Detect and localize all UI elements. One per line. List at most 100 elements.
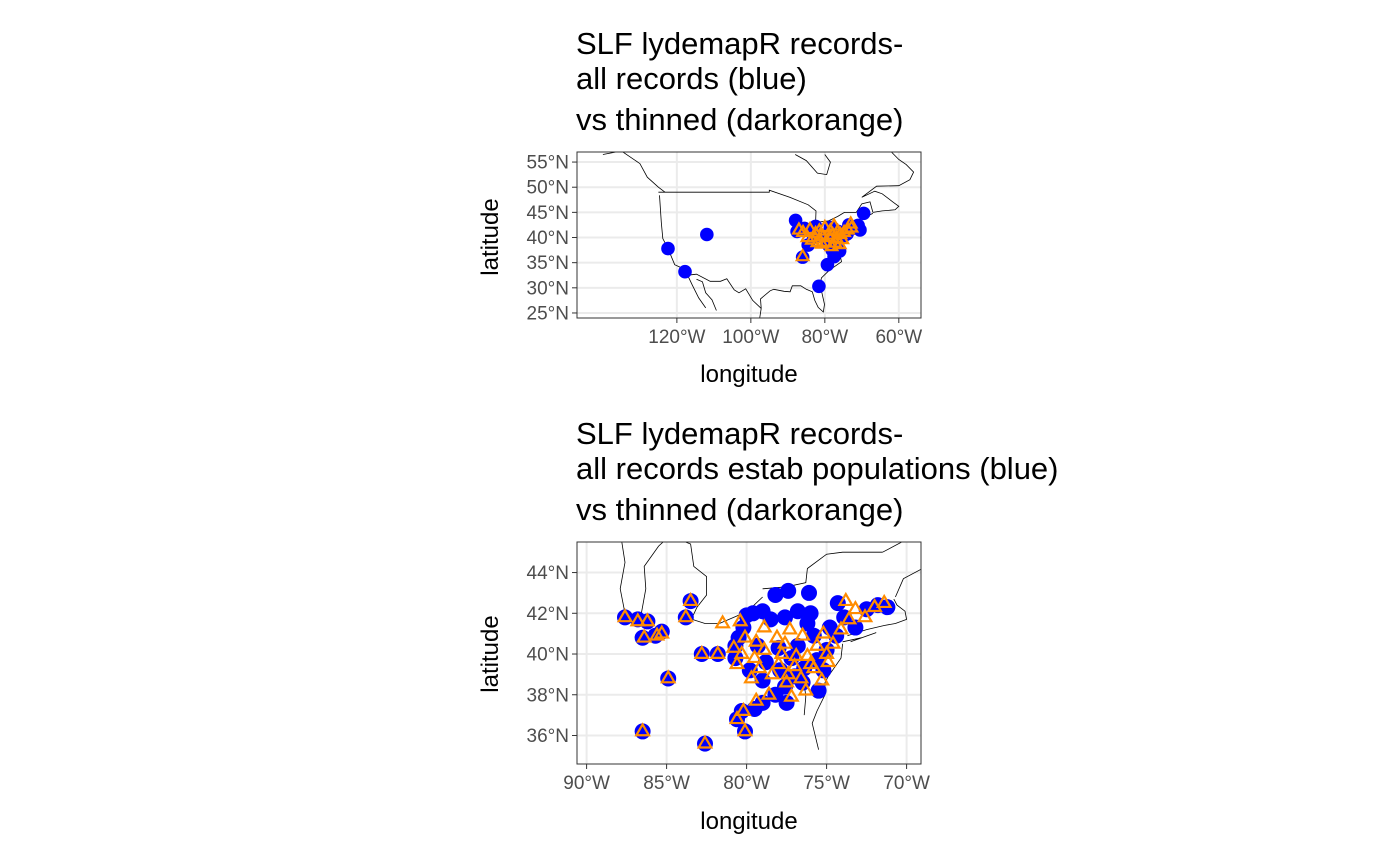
coastline — [847, 598, 908, 637]
x-tick-label: 80°W — [801, 327, 848, 348]
x-tick-label: 75°W — [803, 773, 850, 794]
thinned-point — [794, 626, 811, 641]
thinned-point — [787, 646, 805, 662]
x-tick-label: 80°W — [723, 773, 770, 794]
thinned-point — [755, 618, 773, 633]
x-tick-label: 85°W — [643, 773, 690, 794]
chart-2-title-line-2: all records estab populations (blue) — [576, 451, 1059, 486]
thinned-point — [786, 657, 803, 672]
thinned-point — [830, 222, 846, 237]
all-records-point — [801, 584, 817, 601]
thinned-point — [834, 230, 850, 245]
coastline — [759, 308, 762, 318]
thinned-point — [736, 722, 754, 737]
thinned-point — [768, 628, 786, 643]
coastline — [684, 542, 707, 618]
thinned-point — [773, 644, 791, 659]
all-records-point — [767, 586, 784, 603]
y-tick-label: 30°N — [527, 278, 569, 299]
y-tick-label: 38°N — [527, 685, 569, 706]
y-tick-label: 55°N — [527, 153, 569, 174]
thinned-point — [815, 624, 832, 639]
chart-1-y-axis: 25°N 30°N 35°N 40°N 45°N 50°N 55°N — [527, 153, 577, 324]
coastline — [760, 284, 825, 313]
thinned-point — [736, 628, 754, 643]
thinned-point — [735, 701, 752, 716]
coastline — [842, 632, 877, 643]
thinned-point — [760, 685, 778, 700]
thinned-point — [629, 612, 647, 627]
y-tick-label: 25°N — [527, 303, 569, 324]
thinned-point — [746, 648, 763, 664]
x-tick-label: 60°W — [875, 327, 922, 348]
all-records-point — [856, 206, 871, 221]
thinned-point — [616, 608, 634, 623]
chart-1-title-line-2: all records (blue) — [576, 61, 807, 96]
coastline — [687, 275, 707, 309]
thinned-point — [802, 220, 818, 235]
thinned-point — [837, 591, 855, 607]
thinned-point — [693, 644, 711, 659]
thinned-point — [809, 233, 826, 248]
thinned-point — [814, 235, 830, 249]
coastline — [895, 568, 921, 598]
thinned-point — [743, 669, 760, 684]
chart-2-y-axis: 36°N 38°N 40°N 42°N 44°N — [527, 563, 577, 747]
chart-2-x-axis-title: longitude — [700, 808, 797, 835]
thinned-point — [781, 620, 799, 635]
thinned-point — [875, 593, 893, 609]
thinned-point — [747, 632, 765, 647]
thinned-point — [856, 608, 874, 623]
thinned-point — [653, 624, 671, 639]
x-tick-label: 90°W — [563, 773, 610, 794]
thinned-point — [733, 644, 751, 659]
thinned-point — [677, 608, 695, 623]
thinned-point — [682, 591, 699, 607]
thinned-point — [779, 665, 797, 680]
thinned-point — [639, 612, 656, 627]
all-records-point — [810, 682, 827, 699]
coastline — [696, 278, 717, 311]
chart-1-x-axis-title: longitude — [700, 361, 797, 388]
chart-1-points — [661, 206, 871, 294]
coastline — [602, 152, 666, 193]
y-tick-label: 42°N — [527, 604, 569, 625]
thinned-point — [755, 640, 773, 655]
thinned-point — [802, 655, 819, 670]
y-tick-label: 44°N — [527, 563, 569, 584]
y-tick-label: 45°N — [527, 203, 569, 224]
all-records-point — [789, 637, 806, 654]
y-tick-label: 40°N — [527, 228, 569, 249]
thinned-point — [770, 655, 787, 670]
thinned-point — [840, 610, 858, 625]
all-records-point — [778, 694, 795, 711]
all-records-point — [799, 615, 816, 632]
thinned-point — [709, 644, 727, 659]
coastline — [795, 154, 831, 176]
thinned-point — [792, 669, 810, 684]
thinned-point — [778, 673, 795, 688]
thinned-point — [794, 247, 811, 262]
chart-1-x-axis: 120°W 100°W 80°W 60°W — [648, 318, 922, 348]
chart-1-title-line-3: vs thinned (darkorange) — [576, 102, 903, 137]
thinned-point — [696, 734, 714, 749]
all-records-point — [762, 611, 779, 628]
chart-2-x-axis: 90°W 85°W 80°W 75°W 70°W — [563, 764, 930, 794]
x-tick-label: 70°W — [883, 773, 930, 794]
chart-2-y-axis-title: latitude — [477, 615, 504, 692]
chart-2-title-line-3: vs thinned (darkorange) — [576, 492, 903, 527]
all-records-point — [812, 279, 826, 294]
x-tick-label: 100°W — [722, 327, 779, 348]
thinned-point — [817, 218, 833, 233]
thinned-point — [799, 646, 816, 662]
chart-2-panel-border — [576, 541, 922, 765]
thinned-point — [832, 620, 850, 635]
thinned-point — [808, 636, 826, 651]
thinned-point — [847, 600, 864, 615]
thinned-point — [659, 669, 677, 684]
chart-2-title-line-1: SLF lydemapR records- — [576, 416, 903, 451]
thinned-point — [824, 634, 842, 649]
coastline — [861, 152, 915, 213]
chart-1-y-axis-title: latitude — [477, 198, 504, 275]
